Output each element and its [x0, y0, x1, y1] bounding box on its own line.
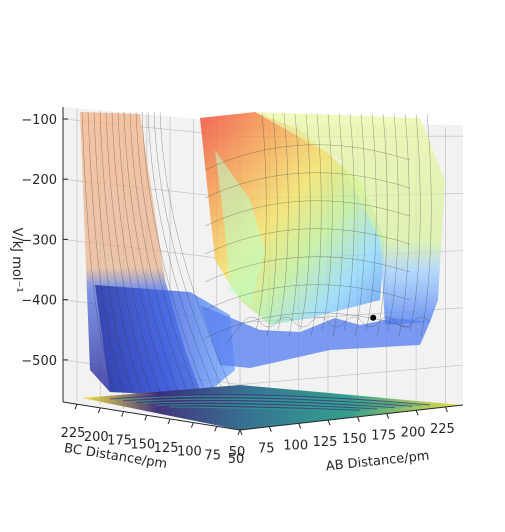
- mesh-line: [204, 312, 411, 339]
- mesh-line: [93, 111, 134, 393]
- ab-tick: [327, 419, 331, 426]
- bc-axis-line: [62, 401, 241, 431]
- mesh-line: [129, 111, 188, 393]
- mesh-line: [204, 284, 411, 311]
- contour-line: [149, 402, 378, 410]
- mesh-line: [277, 113, 289, 331]
- ab-tick-label: 150: [342, 432, 367, 447]
- mesh-line: [153, 111, 224, 393]
- bc-tick-label: 75: [204, 448, 221, 463]
- mesh-line: [135, 111, 197, 393]
- mesh-line: [310, 113, 322, 337]
- mesh-line: [255, 113, 267, 331]
- mesh-line: [117, 111, 170, 393]
- mesh-line: [87, 111, 125, 393]
- ab-tick: [239, 429, 243, 436]
- ab-tick-label: 75: [258, 442, 275, 457]
- z-tick-label: −500: [21, 354, 57, 369]
- z-tick-label: −100: [21, 113, 57, 128]
- mesh-line: [147, 111, 215, 393]
- bc-tick: [97, 407, 101, 414]
- z-tick-label: −200: [21, 173, 57, 188]
- mesh-line: [266, 113, 278, 337]
- mesh-line: [354, 113, 366, 337]
- mesh-line: [204, 228, 411, 255]
- ab-tick: [386, 413, 390, 419]
- mesh-line: [420, 113, 432, 337]
- ab-tick: [298, 423, 302, 429]
- mesh-line: [376, 113, 388, 337]
- mesh-line: [99, 111, 143, 393]
- ab-tick-label: 125: [313, 435, 338, 450]
- mesh-line: [204, 144, 411, 171]
- ab-tick: [415, 410, 419, 416]
- ab-tick-label: 175: [371, 429, 396, 444]
- contour-line: [109, 394, 431, 406]
- bc-tick-label: 225: [61, 426, 86, 441]
- mesh-line: [288, 113, 300, 337]
- mesh-line: [81, 111, 116, 393]
- mesh-line: [141, 111, 206, 393]
- mesh-line: [204, 172, 411, 199]
- ab-tick-label: 50: [229, 445, 246, 460]
- contour-line: [142, 401, 387, 409]
- ab-axis-title: AB Distance/pm: [325, 449, 430, 475]
- ab-axis-line: [239, 404, 464, 431]
- contour-line: [162, 405, 360, 411]
- bc-tick: [74, 404, 78, 410]
- ab-axis-ticks: 50 75 100 125 150 175 200 225: [229, 406, 455, 460]
- z-axis-title: V/kJ mol⁻¹: [9, 227, 24, 292]
- mesh-line: [159, 111, 233, 393]
- bc-tick: [214, 426, 218, 432]
- contour-line: [123, 397, 413, 407]
- mesh-line: [204, 200, 411, 227]
- z-axis-ticks: −100 −200 −300 −400 −500: [21, 113, 68, 369]
- z-tick-label: −300: [21, 233, 57, 248]
- contour-line: [136, 400, 395, 409]
- mesh-line: [387, 113, 399, 331]
- z-tick-label: −400: [21, 294, 57, 309]
- bc-tick-label: 100: [177, 445, 202, 460]
- bc-tick-label: 200: [84, 430, 109, 445]
- mesh-line: [343, 113, 355, 331]
- bc-tick: [167, 418, 171, 425]
- contour-lines: [109, 394, 431, 412]
- current-position-marker: [370, 314, 377, 321]
- contour-line: [116, 395, 422, 407]
- valley-ripple: [224, 316, 431, 346]
- contour-line: [156, 404, 369, 411]
- ab-tick-label: 225: [430, 422, 455, 437]
- bc-tick: [237, 429, 241, 436]
- bc-tick-label: 175: [107, 434, 132, 449]
- ab-tick: [268, 426, 272, 432]
- bc-tick: [144, 415, 148, 421]
- ab-tick: [356, 416, 360, 422]
- bc-tick-label: 50: [228, 452, 245, 467]
- bc-tick-label: 150: [130, 437, 155, 452]
- potential-surface: [80, 111, 445, 395]
- contour-line: [169, 406, 351, 412]
- mesh-line: [111, 111, 161, 393]
- surface-valley-ab: [200, 305, 430, 368]
- mesh-line: [398, 113, 410, 337]
- mesh-line: [365, 113, 377, 331]
- mesh-line: [409, 113, 421, 331]
- ab-tick-label: 200: [401, 425, 426, 440]
- mesh-line: [123, 111, 179, 393]
- surface-valley-bc: [95, 285, 235, 395]
- contour-line: [129, 398, 404, 408]
- bc-tick: [190, 422, 194, 428]
- mesh-line: [204, 256, 411, 283]
- bc-tick-label: 125: [154, 441, 179, 456]
- mesh-line: [105, 111, 152, 393]
- bc-tick: [121, 411, 125, 417]
- ab-tick-label: 100: [283, 438, 308, 453]
- mesh-line: [321, 113, 333, 331]
- ab-tick: [444, 406, 448, 413]
- surface-mesh: [81, 111, 432, 393]
